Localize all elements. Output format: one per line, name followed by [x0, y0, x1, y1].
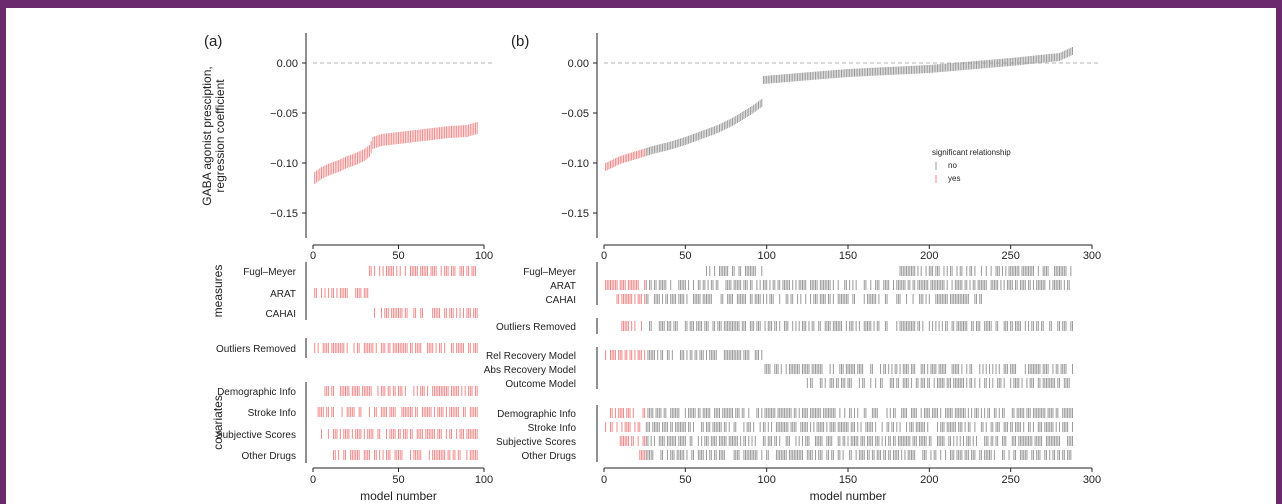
group-label-measures: measures [211, 265, 225, 318]
figure-panel: (a) GABA agonist presciption,regression c… [6, 8, 1276, 504]
category-row-label: Outcome Model [505, 379, 576, 390]
category-row-label: Stroke Info [248, 408, 297, 419]
category-row-label: Outliers Removed [496, 322, 576, 333]
x-tick-label: 0 [310, 250, 316, 262]
category-row-label: ARAT [550, 281, 576, 292]
spec-x-tick-label: 0 [601, 474, 607, 486]
y-tick-label: −0.05 [270, 108, 298, 120]
x-tick-label: 100 [475, 250, 493, 262]
category-row-label: Rel Recovery Model [486, 351, 576, 362]
category-row-label: CAHAI [545, 295, 576, 306]
y-tick-label: −0.15 [270, 208, 298, 220]
x-tick-label: 100 [757, 250, 775, 262]
y-tick-label: 0.00 [277, 58, 298, 70]
y-tick-label: −0.10 [270, 158, 298, 170]
y-tick-label: −0.10 [561, 158, 589, 170]
spec-x-tick-label: 200 [920, 474, 938, 486]
category-row-label: Stroke Info [528, 423, 577, 434]
spec-x-tick-label: 100 [475, 474, 493, 486]
x-axis-label: model number [810, 489, 887, 503]
panel-label-a: (a) [204, 33, 222, 50]
category-row-label: Other Drugs [242, 451, 296, 462]
legend-title: significant relationship [932, 148, 1011, 157]
legend-label-no: no [948, 161, 957, 170]
category-row-label: Abs Recovery Model [484, 365, 576, 376]
x-tick-label: 150 [839, 250, 857, 262]
category-row-label: Other Drugs [522, 451, 576, 462]
category-row-label: Fugl–Meyer [523, 267, 576, 278]
spec-x-tick-label: 250 [1001, 474, 1019, 486]
category-row-label: Subjective Scores [216, 430, 296, 441]
y-tick-label: 0.00 [568, 58, 589, 70]
category-row-label: Subjective Scores [496, 437, 576, 448]
spec-x-tick-label: 50 [392, 474, 404, 486]
specification-curve-figure: (a) GABA agonist presciption,regression c… [200, 33, 1101, 503]
y-tick-label: −0.15 [561, 208, 589, 220]
x-tick-label: 250 [1001, 250, 1019, 262]
category-row-label: Demographic Info [497, 409, 576, 420]
panel-label-b: (b) [511, 33, 529, 50]
spec-x-tick-label: 300 [1083, 474, 1101, 486]
category-row-label: Demographic Info [217, 387, 296, 398]
x-tick-label: 50 [392, 250, 404, 262]
spec-x-tick-label: 150 [839, 474, 857, 486]
x-tick-label: 50 [679, 250, 691, 262]
x-axis-label: model number [360, 489, 437, 503]
x-tick-label: 0 [601, 250, 607, 262]
category-row-label: Fugl–Meyer [243, 267, 296, 278]
category-row-label: Outliers Removed [216, 344, 296, 355]
x-tick-label: 300 [1083, 250, 1101, 262]
category-row-label: ARAT [270, 289, 296, 300]
category-row-label: CAHAI [265, 309, 296, 320]
group-label-covariates: covariates [211, 395, 225, 450]
spec-x-tick-label: 50 [679, 474, 691, 486]
x-tick-label: 200 [920, 250, 938, 262]
y-axis-label: GABA agonist presciption,regression coef… [200, 66, 227, 205]
legend-label-yes: yes [948, 174, 960, 183]
y-tick-label: −0.05 [561, 108, 589, 120]
spec-x-tick-label: 0 [310, 474, 316, 486]
spec-x-tick-label: 100 [757, 474, 775, 486]
